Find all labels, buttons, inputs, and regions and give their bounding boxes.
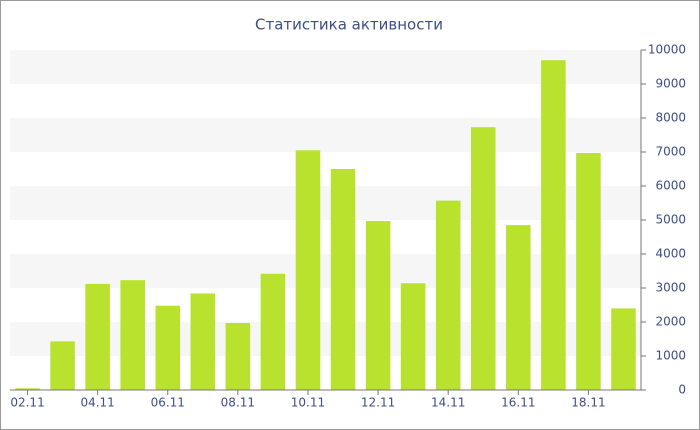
- bar: [295, 150, 321, 390]
- bar: [541, 60, 566, 390]
- bar: [365, 221, 391, 390]
- x-tick-label: 04.11: [80, 396, 114, 410]
- y-tick-label: 5000: [655, 213, 686, 227]
- y-tick-label: 0: [678, 383, 686, 397]
- bar: [225, 323, 251, 390]
- x-tick-label: 18.11: [571, 396, 605, 410]
- bar: [85, 283, 110, 390]
- grid-band: [10, 254, 641, 288]
- y-tick-label: 10000: [648, 43, 686, 57]
- chart-title: Статистика активности: [255, 16, 443, 34]
- y-tick-label: 2000: [655, 315, 686, 329]
- y-tick-label: 9000: [655, 77, 686, 91]
- bar: [120, 280, 145, 390]
- x-tick-label: 16.11: [501, 396, 535, 410]
- y-tick-label: 3000: [655, 281, 686, 295]
- bar: [435, 200, 461, 390]
- bar: [611, 308, 636, 390]
- y-tick-label: 7000: [655, 145, 686, 159]
- bar: [470, 127, 496, 391]
- x-tick-label: 14.11: [431, 396, 465, 410]
- y-tick-label: 4000: [655, 247, 686, 261]
- bar: [50, 341, 75, 390]
- grid-band: [10, 50, 641, 84]
- bar: [506, 225, 531, 390]
- grid-band: [10, 118, 641, 152]
- bar: [190, 293, 216, 390]
- grid-band: [10, 322, 641, 356]
- y-tick-label: 1000: [655, 349, 686, 363]
- x-tick-label: 02.11: [10, 396, 44, 410]
- bar: [260, 273, 286, 390]
- x-tick-label: 06.11: [151, 396, 185, 410]
- bar: [576, 153, 601, 390]
- bar: [155, 305, 181, 390]
- bar: [330, 169, 356, 390]
- y-tick-label: 6000: [655, 179, 686, 193]
- bar: [400, 283, 426, 390]
- grid-band: [10, 186, 641, 220]
- bar: [15, 388, 40, 390]
- x-tick-label: 08.11: [221, 396, 255, 410]
- y-tick-label: 8000: [655, 111, 686, 125]
- x-tick-label: 10.11: [291, 396, 325, 410]
- x-tick-label: 12.11: [361, 396, 395, 410]
